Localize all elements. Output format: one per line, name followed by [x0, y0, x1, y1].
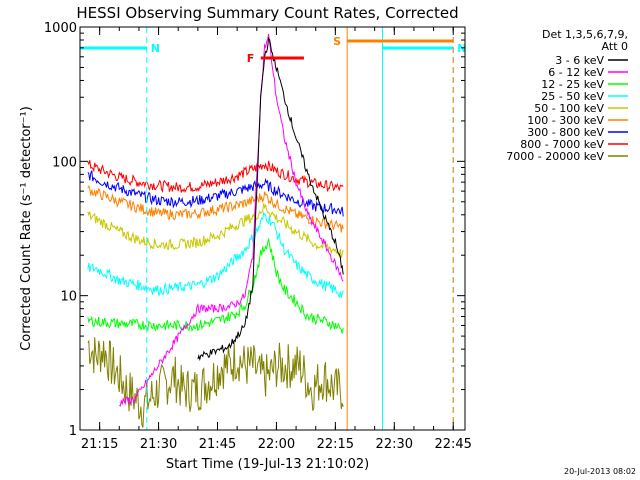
x-tick-label: 22:00	[258, 437, 295, 452]
y-tick-label: 100	[52, 155, 77, 170]
series-line	[87, 337, 344, 428]
legend-header: Att 0	[602, 40, 628, 53]
legend-label: 6 - 12 keV	[548, 66, 604, 79]
x-tick-label: 22:15	[317, 437, 354, 452]
series-line	[87, 169, 344, 217]
series-line	[118, 34, 344, 407]
legend-label: 50 - 100 keV	[534, 102, 604, 115]
plot-frame	[79, 26, 466, 431]
legend-label: 12 - 25 keV	[541, 78, 604, 91]
legend-label: 300 - 800 keV	[527, 126, 604, 139]
y-tick-label: 1	[69, 424, 77, 439]
x-axis: 21:15 21:30 21:45 22:00 22:15 22:30 22:45	[79, 27, 472, 452]
y-axis-label: Corrected Count Rate (s⁻¹ detector⁻¹)	[19, 106, 34, 351]
y-tick-label: 10	[60, 290, 77, 305]
legend-label: 7000 - 20000 keV	[506, 150, 604, 163]
series-layer	[87, 34, 344, 428]
series-line	[87, 184, 344, 233]
x-tick-label: 21:45	[199, 437, 236, 452]
series-line	[87, 160, 344, 194]
y-axis: 1 10 100 1000	[44, 21, 465, 439]
legend-label: 3 - 6 keV	[555, 54, 604, 67]
chart-title: HESSI Observing Summary Count Rates, Cor…	[76, 4, 458, 22]
x-axis-label: Start Time (19-Jul-13 21:10:02)	[166, 457, 369, 472]
footer-timestamp: 20-Jul-2013 08:02	[564, 467, 636, 476]
series-line	[197, 36, 344, 362]
flag-label: N	[457, 42, 466, 55]
legend-header: Det 1,3,5,6,7,9,	[542, 28, 628, 41]
x-tick-label: 22:45	[434, 437, 471, 452]
flag-label: N	[151, 42, 160, 55]
y-tick-label: 1000	[44, 21, 77, 36]
flag-label: F	[247, 52, 255, 65]
series-line	[87, 237, 344, 334]
flag-label: S	[333, 35, 341, 48]
x-tick-label: 21:15	[81, 437, 118, 452]
legend-label: 100 - 300 keV	[527, 114, 604, 127]
x-tick-label: 21:30	[140, 437, 177, 452]
legend-label: 800 - 7000 keV	[520, 138, 604, 151]
legend-label: 25 - 50 keV	[541, 90, 604, 103]
x-tick-label: 22:30	[376, 437, 413, 452]
series-line	[87, 211, 344, 298]
series-line	[87, 203, 344, 259]
